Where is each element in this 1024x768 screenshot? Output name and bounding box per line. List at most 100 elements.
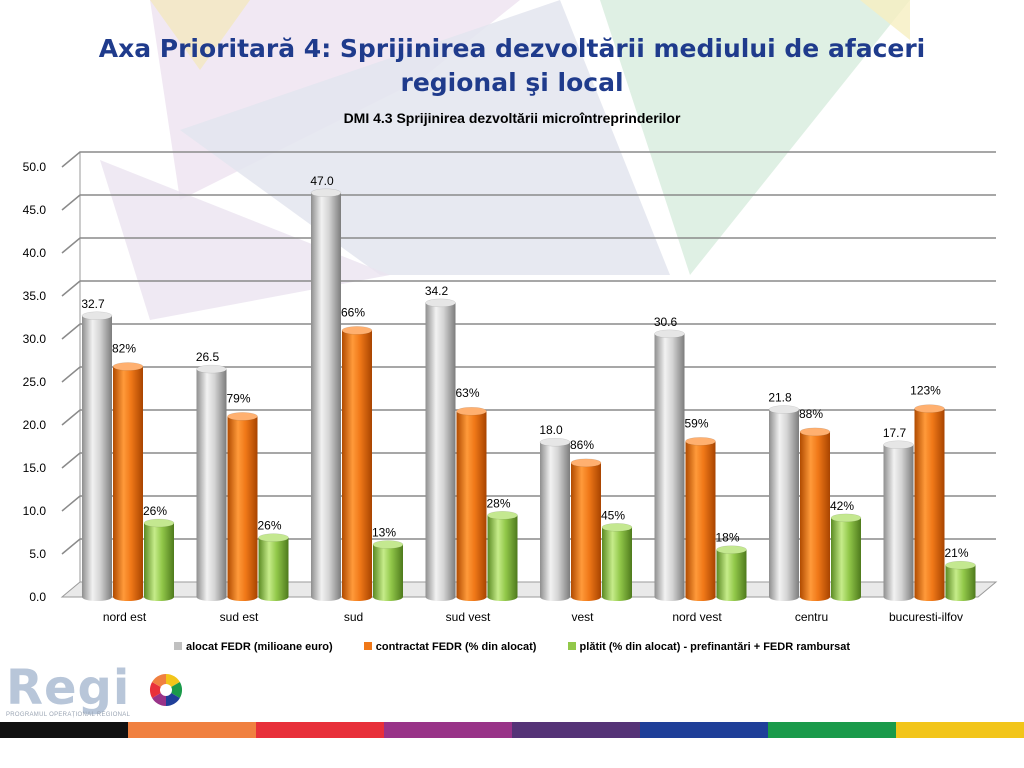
gridline (61, 237, 996, 254)
bar-base (654, 593, 685, 601)
bar-body (425, 302, 456, 597)
data-label: 17.7 (883, 426, 907, 440)
data-label: 123% (910, 384, 941, 398)
data-label: 34.2 (425, 284, 449, 298)
bar-base (685, 593, 716, 601)
bar-body (883, 444, 914, 597)
data-labels: 32.7 82% 26% 26.5 79% 26% 47.0 66% 13% 34.2 63% 28%… (81, 174, 969, 560)
bar-top (539, 437, 571, 447)
bar-base (540, 593, 570, 601)
bar (716, 545, 747, 601)
bar (341, 326, 373, 601)
data-label: 42% (830, 499, 854, 513)
color-bar-segment (896, 722, 1024, 738)
bar (425, 298, 456, 601)
bar-top (654, 329, 685, 339)
bar-base (571, 593, 601, 601)
x-tick-label: bucuresti-ilfov (889, 610, 963, 624)
bar (196, 364, 227, 601)
y-tick-label: 5.0 (29, 547, 46, 561)
logo-text: Regi (6, 660, 131, 716)
legend-label-platit: plătit (% din alocat) - prefinantări + F… (579, 641, 851, 653)
bar-top (487, 511, 518, 520)
bar (81, 311, 113, 601)
bar-top (341, 326, 373, 335)
color-bar-segment (128, 722, 256, 738)
bar-top (143, 518, 175, 528)
bar-top (258, 533, 289, 542)
color-bar-segment (256, 722, 384, 738)
bar-body (571, 462, 601, 597)
x-tick-label: nord est (103, 610, 147, 624)
bar (227, 412, 258, 601)
bar-top (227, 412, 258, 421)
bar-top (883, 440, 914, 450)
bar-base (373, 593, 403, 601)
data-label: 82% (112, 342, 136, 356)
bar-body (716, 549, 747, 597)
bars (81, 188, 976, 601)
bar-base (800, 593, 830, 601)
bar-base (113, 593, 143, 601)
bar (768, 405, 800, 601)
y-tick-label: 25.0 (23, 375, 47, 389)
x-tick-label: nord vest (672, 610, 722, 624)
bar-base (227, 593, 258, 601)
bar-body (373, 544, 403, 597)
bar-body (654, 333, 685, 597)
bar-base (258, 593, 289, 601)
bar-base (716, 593, 747, 601)
y-tick-label: 15.0 (23, 461, 47, 475)
bar-body (945, 565, 976, 597)
bar-body (311, 192, 341, 598)
legend-item-contractat: contractat FEDR (% din alocat) (363, 641, 536, 653)
bar-base (144, 593, 174, 601)
legend-item-alocat: alocat FEDR (milioane euro) (173, 641, 333, 653)
bar (310, 188, 342, 601)
data-label: 21% (944, 546, 968, 560)
x-tick-label: sud est (220, 610, 259, 624)
bar (685, 437, 716, 601)
legend-swatch-contractat (363, 642, 372, 650)
bar-body (800, 431, 830, 597)
data-label: 66% (341, 305, 365, 319)
data-label: 79% (226, 391, 250, 405)
bar-body (831, 517, 861, 597)
y-axis-ticks: 0.0 5.0 10.0 15.0 20.0 25.0 30.0 35.0 40.0 45.0 50… (23, 160, 47, 604)
bar-base (425, 593, 456, 601)
bar-base (196, 593, 227, 601)
data-label: 13% (372, 526, 396, 540)
x-tick-label: vest (571, 610, 594, 624)
logo-circle-icon (149, 673, 183, 707)
data-label: 86% (570, 438, 594, 452)
bar-body (487, 515, 518, 597)
bar-top (310, 188, 342, 198)
y-tick-label: 40.0 (23, 246, 47, 260)
bar-base (769, 593, 799, 601)
bar-top (372, 540, 404, 549)
bar-body (82, 315, 112, 597)
bar (487, 511, 518, 601)
data-label: 21.8 (768, 391, 792, 405)
data-label: 18.0 (539, 423, 563, 437)
data-label: 47.0 (310, 174, 334, 188)
bar-top (799, 427, 831, 437)
bar-base (831, 593, 861, 601)
bar (799, 427, 831, 601)
bar (372, 540, 404, 601)
bar-top (81, 311, 113, 321)
regio-logo: Regi (6, 660, 130, 716)
bar-body (456, 411, 487, 597)
bar-body (540, 442, 570, 597)
x-tick-label: sud (344, 610, 363, 624)
bar (830, 513, 862, 601)
y-tick-label: 10.0 (23, 504, 47, 518)
bar-top (945, 560, 976, 570)
bar-top (768, 405, 800, 414)
data-label: 63% (455, 386, 479, 400)
bar-top (830, 513, 862, 523)
bar-base (945, 593, 976, 601)
bar (456, 406, 487, 601)
bar-top (570, 458, 602, 468)
